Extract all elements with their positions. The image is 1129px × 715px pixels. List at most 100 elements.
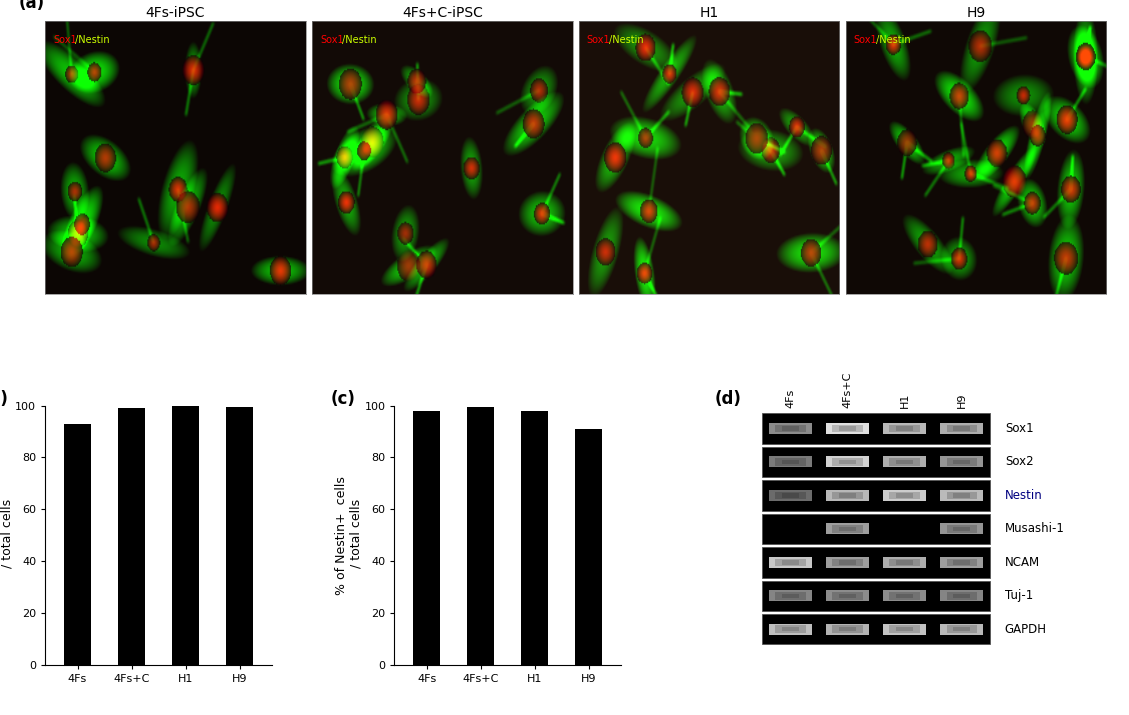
Bar [839,627,856,631]
Bar [953,560,971,565]
Text: /Nestin: /Nestin [342,35,377,45]
Bar [172,405,199,665]
Bar [781,593,799,598]
Bar [776,458,805,465]
Bar [839,560,856,565]
Bar [839,493,856,498]
Y-axis label: % of Nestin+  cells
 / total cells: % of Nestin+ cells / total cells [335,475,362,595]
Bar [896,627,913,631]
Bar [781,627,799,631]
Bar [839,426,856,430]
Text: Sox2: Sox2 [1005,455,1033,468]
Bar [832,592,863,600]
Text: H1: H1 [900,393,910,408]
Bar [896,426,913,430]
Bar [769,456,812,468]
Bar [940,423,983,434]
Bar [781,460,799,464]
Bar [896,593,913,598]
Bar [940,456,983,468]
Text: Nestin: Nestin [1005,489,1042,502]
Bar [883,623,926,635]
Text: Sox1: Sox1 [320,35,343,45]
Bar [883,423,926,434]
Bar [953,527,971,531]
Text: /Nestin: /Nestin [876,35,911,45]
Bar [825,523,869,534]
Bar [940,557,983,568]
Bar [946,592,977,600]
Bar [883,557,926,568]
Bar [953,493,971,498]
Title: H1: H1 [700,6,719,20]
Bar [953,460,971,464]
Bar [883,490,926,501]
Bar [825,591,869,601]
Text: H9: H9 [956,393,966,408]
Bar [946,626,977,633]
Bar [940,623,983,635]
Bar [946,458,977,465]
Bar [883,456,926,468]
Bar [467,407,495,665]
Text: Sox1: Sox1 [854,35,877,45]
Bar [769,490,812,501]
Bar [762,547,990,578]
Bar [781,426,799,430]
Bar [762,581,990,611]
Text: NCAM: NCAM [1005,556,1040,569]
Bar [883,591,926,601]
Bar [769,623,812,635]
Bar [832,626,863,633]
Bar [825,557,869,568]
Text: 4Fs+C: 4Fs+C [842,372,852,408]
Bar [226,407,253,665]
Text: Musashi-1: Musashi-1 [1005,523,1065,536]
Bar [940,523,983,534]
Bar [896,493,913,498]
Bar [776,626,805,633]
Bar [953,593,971,598]
Bar [940,591,983,601]
Bar [781,560,799,565]
Bar [946,425,977,433]
Bar [762,614,990,644]
Bar [825,490,869,501]
Text: /Nestin: /Nestin [609,35,644,45]
Bar [832,558,863,566]
Text: Sox1: Sox1 [53,35,77,45]
Text: (c): (c) [331,390,356,408]
Bar [576,429,602,665]
Bar [825,423,869,434]
Title: 4Fs-iPSC: 4Fs-iPSC [146,6,205,20]
Bar [413,410,440,665]
Bar [776,558,805,566]
Text: (a): (a) [19,0,45,12]
Text: Sox1: Sox1 [1005,422,1033,435]
Text: /Nestin: /Nestin [76,35,110,45]
Bar [940,490,983,501]
Bar [832,492,863,499]
Bar [769,423,812,434]
Bar [762,413,990,444]
Bar [946,492,977,499]
Bar [769,557,812,568]
Bar [832,458,863,465]
Bar [781,493,799,498]
Bar [119,408,145,665]
Text: Tuj-1: Tuj-1 [1005,589,1033,602]
Bar [825,623,869,635]
Bar [953,627,971,631]
Bar [890,492,920,499]
Bar [839,593,856,598]
Bar [953,426,971,430]
Bar [776,592,805,600]
Bar [825,456,869,468]
Bar [890,458,920,465]
Bar [64,424,91,665]
Text: (b): (b) [0,390,9,408]
Bar [832,525,863,533]
Bar [890,425,920,433]
Bar [762,447,990,477]
Text: Sox1: Sox1 [587,35,611,45]
